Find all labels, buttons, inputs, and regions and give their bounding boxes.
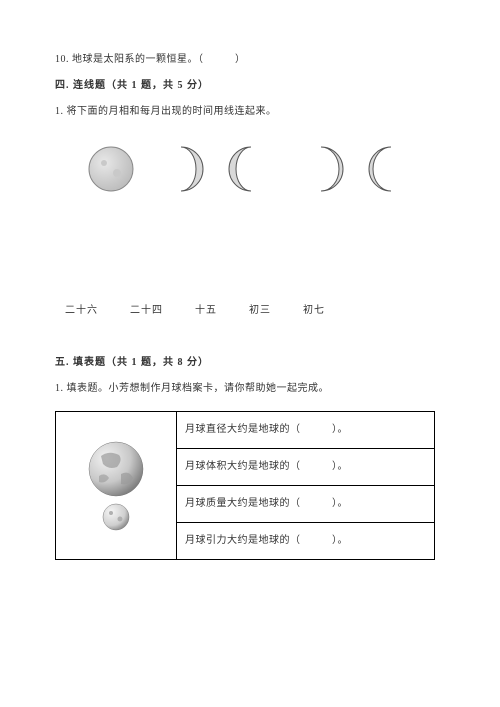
earth-icon	[87, 440, 145, 498]
moon-phase-thin-waxing-crescent-icon	[297, 145, 345, 193]
lunar-date-label: 初三	[249, 303, 271, 319]
lunar-date-row: 二十六 二十四 十五 初三 初七	[65, 303, 445, 319]
lunar-date-label: 十五	[195, 303, 217, 319]
section-5-q1: 1. 填表题。小芳想制作月球档案卡，请你帮助她一起完成。	[55, 381, 445, 397]
section-4-header: 四. 连线题（共 1 题，共 5 分）	[55, 78, 445, 94]
table-row: 月球引力大约是地球的（ ）。	[177, 523, 435, 560]
table-row: 月球体积大约是地球的（ ）。	[177, 449, 435, 486]
moon-phase-row	[87, 145, 445, 193]
moon-phase-waning-crescent-icon	[227, 145, 275, 193]
section-4-q1: 1. 将下面的月相和每月出现的时间用线连起来。	[55, 104, 445, 120]
moon-phase-waxing-crescent-icon	[157, 145, 205, 193]
lunar-date-label: 初七	[303, 303, 325, 319]
earth-moon-cell	[56, 412, 177, 560]
lunar-date-label: 二十六	[65, 303, 98, 319]
section-5-header: 五. 填表题（共 1 题，共 8 分）	[55, 355, 445, 371]
moon-phase-thin-waning-crescent-icon	[367, 145, 415, 193]
table-row: 月球直径大约是地球的（ ）。	[177, 412, 435, 449]
table-row: 月球质量大约是地球的（ ）。	[177, 486, 435, 523]
worksheet-page: 10. 地球是太阳系的一颗恒星。（ ） 四. 连线题（共 1 题，共 5 分） …	[0, 0, 500, 600]
lunar-date-label: 二十四	[130, 303, 163, 319]
moon-small-icon	[101, 502, 131, 532]
moon-archive-table: 月球直径大约是地球的（ ）。 月球体积大约是地球的（ ）。 月球质量大约是地球的…	[55, 411, 435, 560]
question-10: 10. 地球是太阳系的一颗恒星。（ ）	[55, 52, 445, 68]
moon-phase-full-icon	[87, 145, 135, 193]
